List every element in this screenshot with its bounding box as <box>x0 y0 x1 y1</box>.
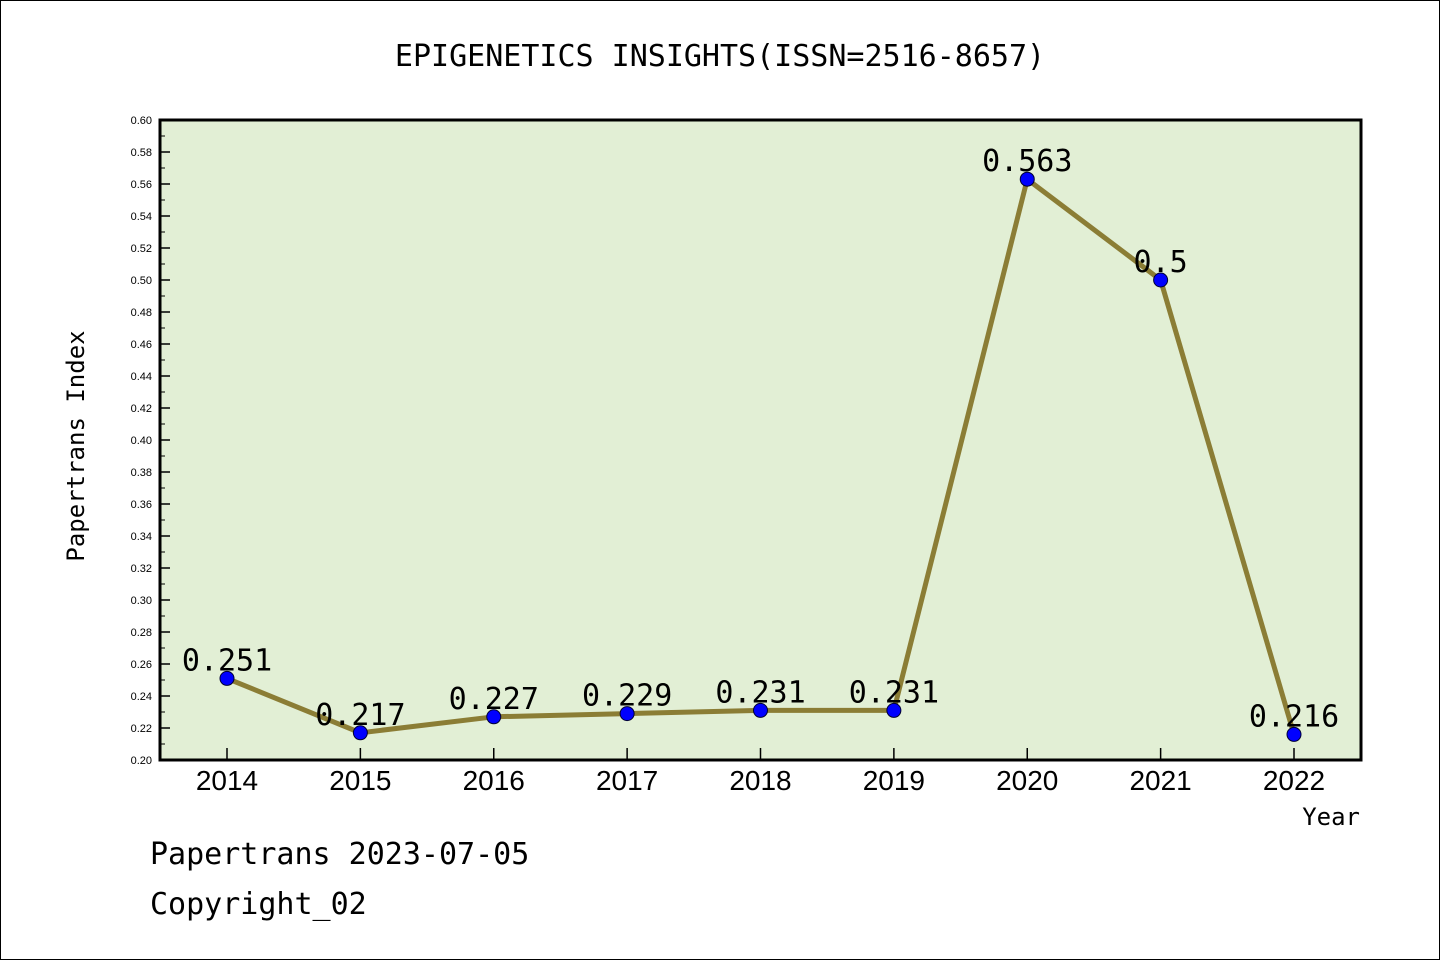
data-labels: 0.251 0.217 0.227 0.229 0.231 0.231 0.563 0.5 0.… <box>182 144 1339 734</box>
x-tick-label: 2016 <box>463 765 525 796</box>
y-tick-label: 0.60 <box>131 115 152 127</box>
x-tick-label: 2019 <box>863 765 925 796</box>
chart-title: EPIGENETICS INSIGHTS(ISSN=2516-8657) <box>395 39 1045 74</box>
y-axis: 0.20 0.22 0.24 0.26 0.28 0.30 0.32 0.34 0.36 0.38… <box>131 115 170 767</box>
footer-copyright: Copyright_02 <box>150 887 367 922</box>
y-tick-label: 0.48 <box>131 307 152 319</box>
y-tick-label: 0.58 <box>131 147 152 159</box>
data-label: 0.216 <box>1249 699 1339 734</box>
y-tick-label: 0.28 <box>131 627 152 639</box>
x-tick-label: 2020 <box>996 765 1058 796</box>
data-point <box>753 702 768 718</box>
data-label: 0.5 <box>1134 245 1188 280</box>
y-tick-label: 0.46 <box>131 339 152 351</box>
data-point <box>352 725 368 741</box>
y-tick-label: 0.24 <box>131 691 152 703</box>
y-tick-label: 0.22 <box>131 723 152 735</box>
y-tick-label: 0.20 <box>131 755 152 767</box>
data-point <box>486 709 502 725</box>
data-label: 0.231 <box>849 675 939 710</box>
y-tick-label: 0.54 <box>131 211 152 223</box>
series-index <box>219 171 1302 742</box>
data-label: 0.251 <box>182 643 272 678</box>
y-tick-label: 0.40 <box>131 435 152 447</box>
y-tick-label: 0.44 <box>131 371 152 383</box>
data-label: 0.563 <box>982 144 1072 179</box>
data-point <box>1286 726 1302 742</box>
data-label: 0.229 <box>582 679 672 714</box>
plot-area <box>158 118 1363 762</box>
y-axis-label: Papertrans Index <box>62 330 90 561</box>
x-tick-label: 2022 <box>1263 765 1325 796</box>
data-point <box>219 670 235 686</box>
y-tick-label: 0.50 <box>131 275 152 287</box>
data-point <box>1153 272 1169 288</box>
x-tick-label: 2014 <box>196 765 258 796</box>
x-tick-label: 2015 <box>329 765 391 796</box>
y-tick-label: 0.36 <box>131 499 152 511</box>
x-tick-label: 2017 <box>596 765 658 796</box>
y-tick-label: 0.42 <box>131 403 152 415</box>
data-point <box>619 706 635 722</box>
y-tick-label: 0.34 <box>131 531 152 543</box>
data-point <box>1019 171 1035 187</box>
y-tick-label: 0.52 <box>131 243 152 255</box>
x-axis: 2014 2015 2016 2017 2018 2019 2020 2021 2022 <box>196 748 1325 796</box>
data-label: 0.231 <box>715 675 805 710</box>
x-tick-label: 2021 <box>1129 765 1191 796</box>
x-axis-label: Year <box>1302 803 1360 831</box>
y-tick-label: 0.30 <box>131 595 152 607</box>
y-tick-label: 0.56 <box>131 179 152 191</box>
y-tick-label: 0.26 <box>131 659 152 671</box>
footer-date: Papertrans 2023-07-05 <box>150 837 529 872</box>
x-tick-label: 2018 <box>729 765 791 796</box>
y-tick-label: 0.38 <box>131 467 152 479</box>
data-label: 0.227 <box>449 682 539 717</box>
data-point <box>886 702 902 718</box>
data-label: 0.217 <box>315 698 405 733</box>
y-tick-label: 0.32 <box>131 563 152 575</box>
